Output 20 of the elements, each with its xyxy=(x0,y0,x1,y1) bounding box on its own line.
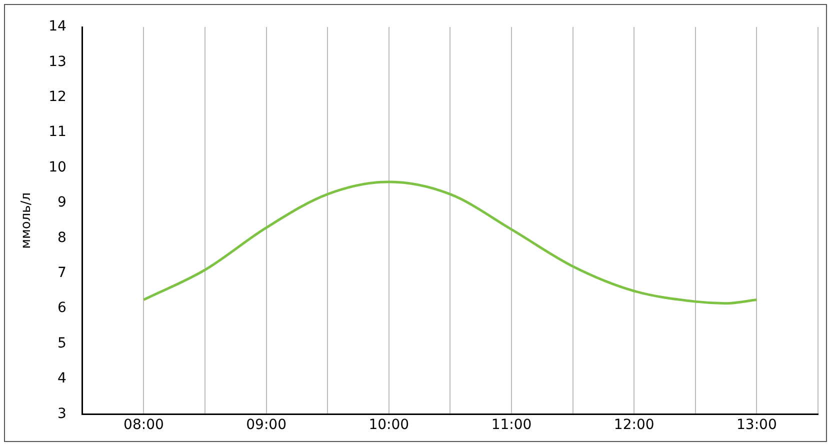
y-tick-label: 3 xyxy=(57,406,66,422)
y-tick-label: 9 xyxy=(57,194,66,211)
x-tick-label: 12:00 xyxy=(614,417,654,434)
y-tick-label: 6 xyxy=(57,300,66,316)
x-tick-label: 08:00 xyxy=(124,417,164,434)
line-series xyxy=(142,180,758,305)
y-tick-label: 8 xyxy=(57,230,66,246)
y-tick-label: 10 xyxy=(48,159,66,176)
y-tick-label: 13 xyxy=(48,54,66,70)
x-tick-label: 09:00 xyxy=(246,417,286,434)
y-tick-label: 5 xyxy=(57,335,66,352)
x-tick-label: 10:00 xyxy=(368,417,410,434)
x-tick-label: 11:00 xyxy=(491,417,532,434)
y-tick-label: 12 xyxy=(48,89,66,106)
y-tick-label: 7 xyxy=(57,265,66,282)
y-tick-label: 14 xyxy=(48,18,66,35)
y-axis-title: ммоль/л xyxy=(19,192,34,249)
x-tick-label: 13:00 xyxy=(736,417,777,434)
y-tick-label: 11 xyxy=(48,124,66,140)
y-tick-label: 4 xyxy=(57,370,66,387)
